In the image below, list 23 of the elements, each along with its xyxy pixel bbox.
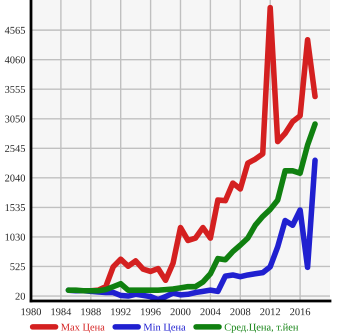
y-tick-label: 1535 xyxy=(6,204,26,212)
x-tick-label: 2012 xyxy=(260,308,280,316)
y-tick-label: 20 xyxy=(15,292,26,300)
x-tick-label: 1988 xyxy=(81,308,101,316)
y-tick-label: 525 xyxy=(10,263,26,270)
y-tick-label: 4060 xyxy=(4,56,26,64)
x-tick-label: 1996 xyxy=(141,308,161,316)
x-tick-label: 2008 xyxy=(230,308,250,316)
y-tick-label: 2545 xyxy=(5,145,26,152)
x-tick-label: 1992 xyxy=(111,308,131,316)
legend-label: Сред.Цена, т.йен xyxy=(224,323,298,333)
y-tick-label: 3555 xyxy=(5,86,26,93)
y-tick-label: 3050 xyxy=(5,115,26,122)
x-tick-label: 2016 xyxy=(290,308,310,316)
legend-label: Min Цена xyxy=(144,324,186,333)
y-tick-label: 2040 xyxy=(5,174,26,182)
y-tick-label: 4565 xyxy=(4,26,26,34)
x-tick-label: 1980 xyxy=(22,308,42,316)
legend-label: Max Цена xyxy=(61,324,105,333)
x-tick-label: 1984 xyxy=(51,308,72,316)
x-tick-label: 2004 xyxy=(200,308,221,316)
x-tick-label: 2000 xyxy=(170,308,191,316)
y-tick-label: 1030 xyxy=(6,234,26,241)
